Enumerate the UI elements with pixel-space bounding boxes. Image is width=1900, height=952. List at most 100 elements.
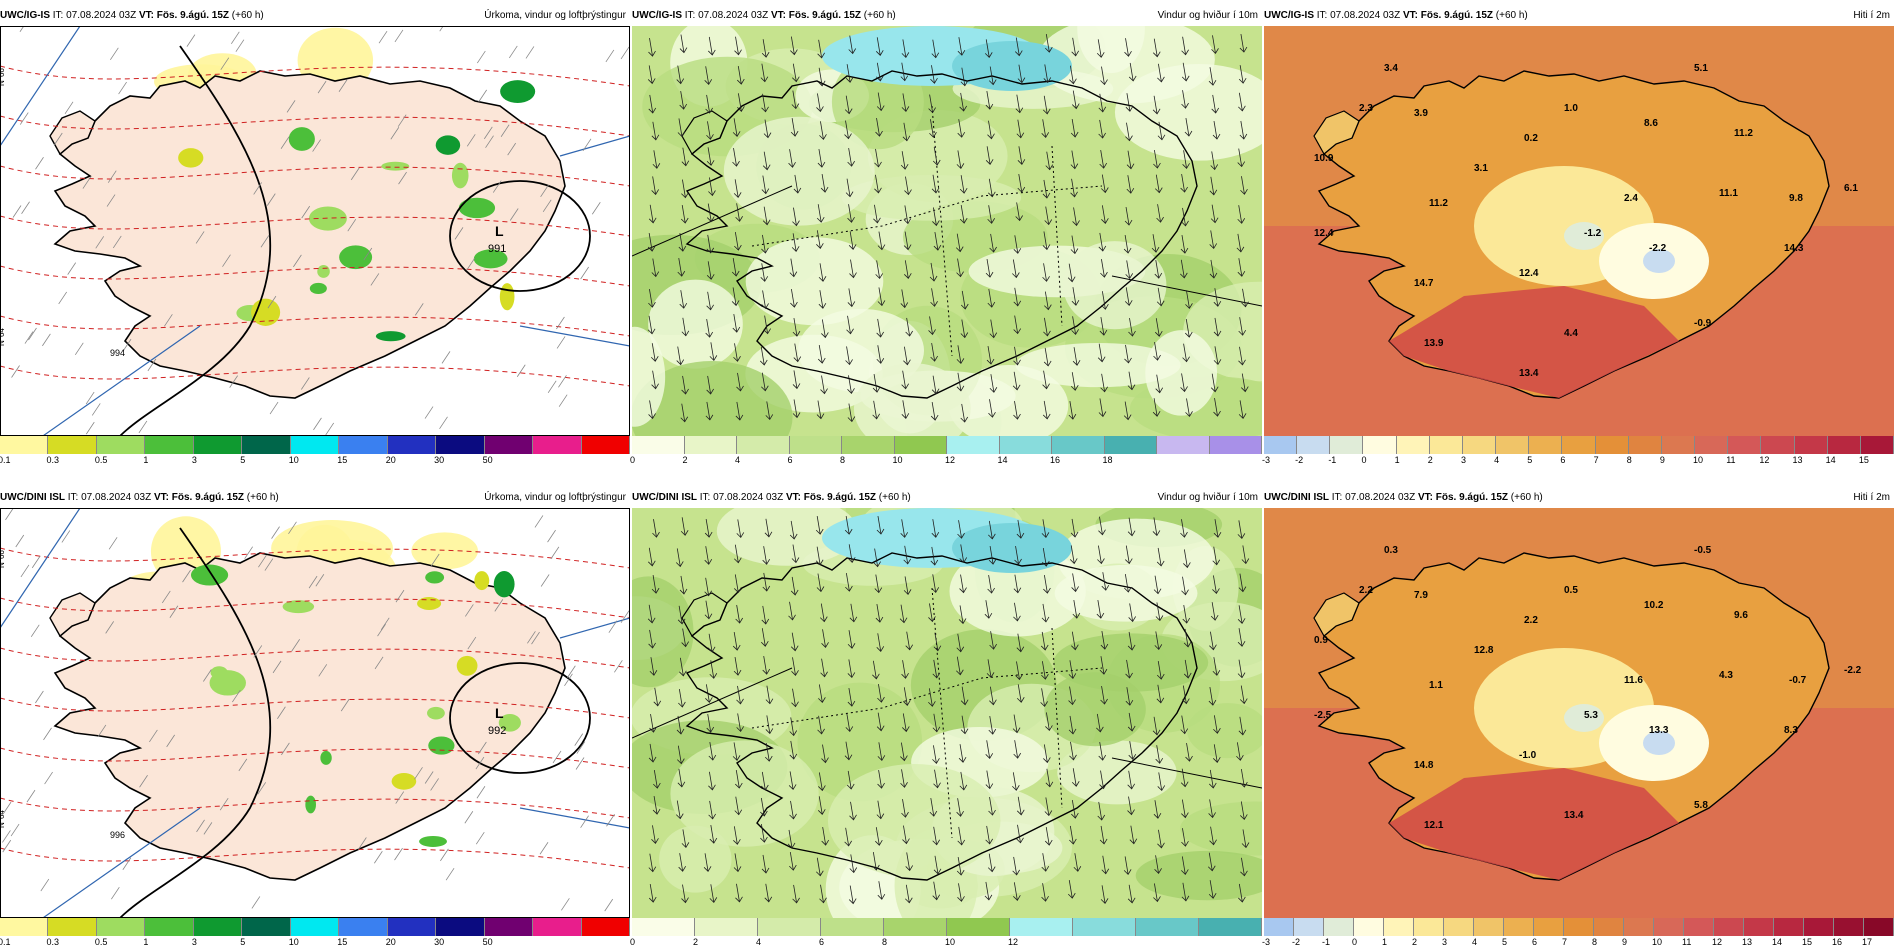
temperature-value: 1.1 bbox=[1429, 680, 1443, 691]
low-pressure-label: L bbox=[495, 223, 504, 239]
scale-tick-label: 5 bbox=[1527, 455, 1533, 465]
color-swatch bbox=[484, 436, 534, 454]
scale-tick-label: 10 bbox=[288, 455, 299, 465]
scale-tick-label: 15 bbox=[337, 455, 348, 465]
map-wind bbox=[632, 26, 1262, 436]
scale-tick-label: -2 bbox=[1292, 937, 1301, 947]
isobar-label: 994 bbox=[110, 348, 125, 358]
color-swatch bbox=[1496, 436, 1530, 454]
temperature-value: 4.3 bbox=[1719, 670, 1733, 681]
color-scale: 0.1 0.3 0.5 1 3 5 10 15 20 30 50 bbox=[0, 918, 631, 950]
color-swatch bbox=[1864, 918, 1894, 936]
map-temp: 0.3 2.2 7.9 0.9 0.5 2.2 10.2 -0.5 9.6 12.8 1.1 11.6… bbox=[1264, 508, 1894, 918]
temperature-value: 2.2 bbox=[1359, 585, 1373, 596]
scale-tick-label: -1 bbox=[1322, 937, 1331, 947]
it-label: IT: bbox=[52, 10, 64, 21]
it-label: IT: bbox=[699, 492, 711, 503]
color-swatch bbox=[842, 436, 895, 454]
color-swatch bbox=[1534, 918, 1564, 936]
color-swatch bbox=[999, 436, 1052, 454]
scale-tick-label: 13 bbox=[1792, 455, 1803, 465]
color-scale-labels: -3 -2 -1 0 1 2 3 4 5 6 7 8 9 10 11 12 13 14 15 bbox=[1262, 454, 1894, 466]
scale-tick-label: 2 bbox=[682, 455, 688, 465]
color-swatch bbox=[1628, 436, 1662, 454]
panel-header: UWC/DINI ISL IT: 07.08.2024 03Z VT: Fös.… bbox=[0, 488, 630, 508]
scale-tick-label: 11 bbox=[1682, 937, 1692, 947]
color-swatch bbox=[193, 436, 243, 454]
panel-title: Hiti í 2m bbox=[1853, 10, 1890, 21]
scale-tick-label: 13 bbox=[1742, 937, 1753, 947]
temperature-value: 14.7 bbox=[1414, 278, 1434, 289]
pressure-value: 992 bbox=[488, 725, 506, 737]
temperature-value: 5.8 bbox=[1694, 800, 1708, 811]
color-scale-labels: -3 -2 -1 0 1 2 3 4 5 6 7 8 9 10 11 12 13 14 15 16 17 bbox=[1262, 936, 1894, 948]
color-swatch bbox=[436, 918, 485, 936]
color-swatch bbox=[145, 436, 194, 454]
scale-tick-label: 3 bbox=[191, 937, 197, 947]
temperature-value: 9.8 bbox=[1789, 193, 1803, 204]
map-temp: 3.4 2.3 3.9 10.9 1.0 0.2 8.6 5.1 11.2 3.1 11.2 2.4 1… bbox=[1264, 26, 1894, 436]
scale-tick-label: 8 bbox=[882, 937, 888, 947]
scale-tick-label: 6 bbox=[819, 937, 825, 947]
temperature-value: 8.6 bbox=[1644, 118, 1658, 129]
color-swatch bbox=[1728, 436, 1762, 454]
color-swatch bbox=[737, 436, 790, 454]
color-swatch bbox=[632, 918, 695, 936]
color-swatch bbox=[1714, 918, 1744, 936]
color-swatch bbox=[1199, 918, 1262, 936]
scale-tick-label: 5 bbox=[240, 937, 246, 947]
scale-tick-label: 3 bbox=[1460, 455, 1466, 465]
temperature-value: 12.4 bbox=[1519, 268, 1539, 279]
panel-header: UWC/DINI ISL IT: 07.08.2024 03Z VT: Fös.… bbox=[1264, 488, 1894, 508]
scale-tick-label: 1 bbox=[1394, 455, 1400, 465]
forecast-panel-top-middle: UWC/IG-IS IT: 07.08.2024 03Z VT: Fös. 9.… bbox=[630, 6, 1262, 470]
color-swatch bbox=[1827, 436, 1861, 454]
scale-tick-label: 0 bbox=[1361, 455, 1367, 465]
scale-tick-label: 6 bbox=[787, 455, 793, 465]
color-swatch bbox=[1462, 436, 1497, 454]
color-swatch bbox=[193, 918, 243, 936]
scale-tick-label: 3 bbox=[191, 455, 197, 465]
temperature-value: 11.1 bbox=[1719, 188, 1738, 199]
scale-tick-label: 10 bbox=[1693, 455, 1704, 465]
color-swatch bbox=[884, 918, 947, 936]
temperature-value: 9.6 bbox=[1734, 610, 1748, 621]
color-swatch bbox=[1136, 918, 1199, 936]
scale-tick-label: 11 bbox=[1726, 455, 1736, 465]
scale-tick-label: 10 bbox=[945, 937, 956, 947]
temperature-value: 14.8 bbox=[1414, 760, 1434, 771]
scale-tick-label: 0.5 bbox=[94, 455, 108, 465]
init-time: 07.08.2024 03Z bbox=[81, 492, 152, 503]
color-swatch bbox=[1761, 436, 1795, 454]
scale-tick-label: -1 bbox=[1328, 455, 1337, 465]
temperature-value: 3.9 bbox=[1414, 108, 1428, 119]
scale-tick-label: 10 bbox=[288, 937, 299, 947]
color-swatch bbox=[1744, 918, 1774, 936]
scale-tick-label: 15 bbox=[337, 937, 348, 947]
temperature-value: 14.3 bbox=[1784, 243, 1804, 254]
init-time: 07.08.2024 03Z bbox=[713, 492, 784, 503]
color-swatch bbox=[1294, 918, 1324, 936]
panel-title: Vindur og hviður í 10m bbox=[1157, 492, 1258, 503]
color-swatch bbox=[1104, 436, 1157, 454]
scale-tick-label: 7 bbox=[1593, 455, 1599, 465]
model-name: UWC/IG-IS bbox=[1264, 10, 1314, 21]
color-swatch bbox=[484, 918, 534, 936]
color-scale: -3 -2 -1 0 1 2 3 4 5 6 7 8 9 10 11 12 13 14 15 16 17 bbox=[1262, 918, 1894, 950]
scale-tick-label: 2 bbox=[1427, 455, 1433, 465]
scale-tick-label: 3 bbox=[1442, 937, 1448, 947]
model-name: UWC/IG-IS bbox=[632, 10, 682, 21]
color-scale-labels: 0.1 0.3 0.5 1 3 5 10 15 20 30 50 bbox=[0, 936, 630, 948]
color-swatch bbox=[290, 918, 340, 936]
color-swatch bbox=[1654, 918, 1684, 936]
panel-header: UWC/IG-IS IT: 07.08.2024 03Z VT: Fös. 9.… bbox=[1264, 6, 1894, 26]
map-precip: L 992 N°66 N°64 996 bbox=[0, 508, 630, 918]
scale-tick-label: -2 bbox=[1295, 455, 1304, 465]
temperature-value: 4.4 bbox=[1564, 328, 1578, 339]
temperature-value: 11.2 bbox=[1429, 198, 1448, 209]
color-scale: 0 2 4 6 8 10 12 14 16 18 bbox=[630, 436, 1262, 468]
color-swatch bbox=[1661, 436, 1696, 454]
color-swatch bbox=[1157, 436, 1210, 454]
temperature-value: 2.2 bbox=[1524, 615, 1538, 626]
color-swatch bbox=[1384, 918, 1414, 936]
